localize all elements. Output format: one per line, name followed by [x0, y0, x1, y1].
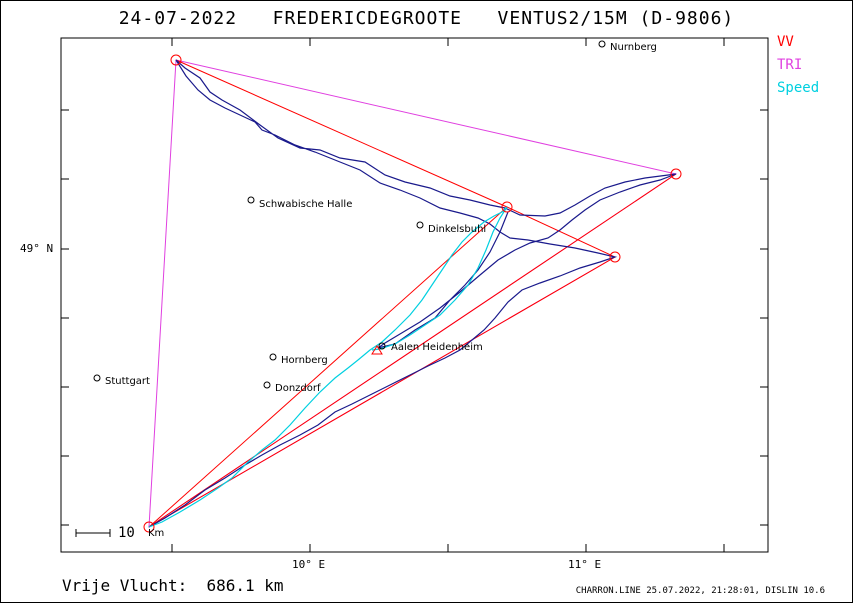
lon-label-10e: 10° E [292, 558, 326, 571]
town-label: Schwabische Halle [259, 199, 353, 210]
town-marker-icon [378, 342, 386, 350]
town-marker-icon [263, 381, 271, 389]
flight-date: 24-07-2022 [118, 8, 238, 29]
axis-ticks [61, 38, 768, 552]
town-marker-icon [93, 374, 101, 382]
lat-label: 49° N [20, 242, 54, 255]
town-marker-icon [416, 221, 424, 229]
turnpoint-marker [170, 54, 182, 66]
town-markers [93, 40, 606, 389]
town-label: Dinkelsbuhl [428, 224, 487, 235]
pilot-name: FREDERICDEGROOTE [272, 8, 462, 29]
scale-value: 10 [118, 525, 135, 541]
start-triangle-icon [371, 345, 383, 355]
town-marker-icon [247, 196, 255, 204]
town-label: Hornberg [281, 355, 328, 366]
glider-name: VENTUS2/15M (D-9806) [497, 8, 735, 29]
turnpoints [143, 54, 682, 533]
lon-label-11e: 11° E [568, 558, 602, 571]
legend-speed: Speed [777, 80, 820, 96]
town-label: Aalen Heidenheim [391, 342, 483, 353]
free-flight-distance: Vrije Vlucht: 686.1 km [62, 576, 284, 595]
town-label: Donzdorf [275, 383, 321, 394]
turnpoint-marker [501, 201, 513, 213]
turnpoint-marker [143, 521, 155, 533]
vv-task-line [148, 173, 677, 528]
town-label: Nurnberg [610, 42, 657, 53]
legend-tri: TRI [777, 57, 803, 73]
turnpoint-marker [670, 168, 682, 180]
scale-unit: Km [148, 528, 165, 539]
town-marker-icon [598, 40, 606, 48]
turnpoint-marker [609, 251, 621, 263]
town-marker-icon [269, 353, 277, 361]
legend-vv: VV [777, 34, 794, 50]
generator-info: CHARRON.LINE 25.07.2022, 21:28:01, DISLI… [575, 586, 825, 596]
speed-track [148, 206, 508, 528]
plot-frame [60, 37, 769, 553]
town-label: Stuttgart [105, 376, 150, 387]
scale-bar [75, 529, 111, 537]
map-title: 24-07-2022 FREDERICDEGROOTE VENTUS2/15M … [0, 8, 853, 29]
vv-task-line [148, 59, 617, 528]
flight-track [148, 59, 677, 528]
